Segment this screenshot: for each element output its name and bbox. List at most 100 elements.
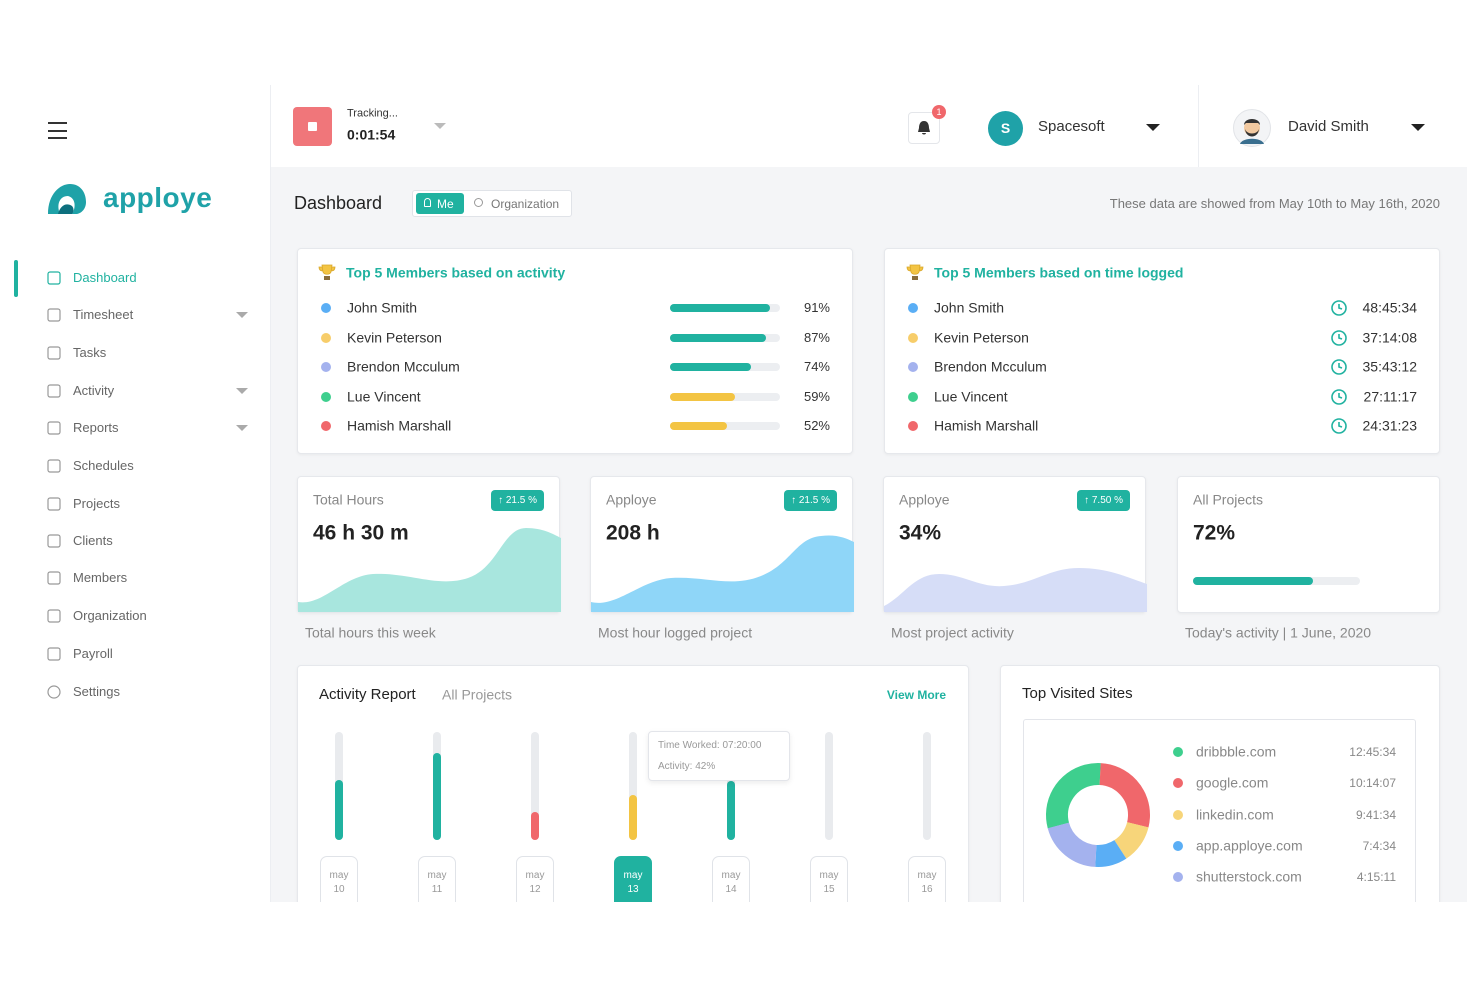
bar-track (531, 732, 539, 840)
clock-hands (1338, 392, 1343, 399)
day-month: may (819, 870, 839, 881)
stat-card-value: 72% (1193, 521, 1236, 545)
trophy-cup (318, 264, 336, 275)
menu-icon (47, 685, 61, 699)
day-number: 14 (725, 884, 737, 895)
trend-badge: ↑ 7.50 % (1077, 490, 1130, 511)
member-activity-percent: 52% (803, 418, 830, 434)
stat-card-title: Apploye (899, 491, 950, 508)
logo-shape (48, 184, 86, 214)
site-dot (1173, 778, 1183, 789)
menu-item[interactable]: Schedules (73, 458, 134, 474)
site-dot (1173, 872, 1183, 883)
bar-track (825, 732, 833, 840)
top-activity-card (297, 248, 853, 454)
day-month: may (427, 870, 447, 881)
clock-icon (1331, 329, 1347, 346)
sidebar-divider (270, 85, 271, 902)
active-indicator (14, 260, 18, 297)
dropdown-caret[interactable] (1146, 123, 1160, 131)
menu-item[interactable]: Timesheet (73, 307, 134, 323)
menu-item[interactable]: Dashboard (73, 270, 137, 286)
menu-item[interactable]: Activity (73, 383, 115, 399)
donut-chart (1046, 763, 1150, 867)
clock-face (1331, 388, 1347, 405)
site-name: linkedin.com (1196, 806, 1274, 823)
clock-icon (1331, 388, 1347, 405)
page-title: Dashboard (294, 193, 383, 214)
user-name[interactable]: David Smith (1288, 118, 1369, 135)
menu-button[interactable] (48, 122, 67, 139)
dropdown-caret[interactable] (236, 388, 248, 394)
member-activity-percent: 59% (803, 388, 830, 404)
menu-item[interactable]: Organization (73, 608, 147, 624)
menu-item[interactable]: Projects (73, 496, 120, 512)
member-name: Hamish Marshall (347, 417, 452, 434)
stat-card-title: Total Hours (313, 491, 384, 508)
stat-card-title: All Projects (1193, 491, 1264, 508)
trophy-cup (906, 264, 924, 275)
day-label[interactable] (712, 856, 750, 902)
member-name: John Smith (347, 299, 418, 316)
day-label[interactable] (320, 856, 358, 902)
toggle-organization[interactable]: Organization (491, 196, 560, 211)
org-avatar: S (988, 111, 1023, 146)
app: apploye Dashboard Timesheet Tasks Activity Re… (14, 85, 1467, 902)
menu-icon (47, 647, 61, 661)
menu-item[interactable]: Reports (73, 420, 119, 436)
day-month: may (525, 870, 545, 881)
member-dot (908, 391, 918, 402)
toggle-me-label: Me (437, 196, 454, 211)
menu-item[interactable]: Tasks (73, 345, 107, 361)
menu-icon (47, 609, 61, 623)
menu-icon-shape (47, 308, 61, 322)
day-label[interactable] (418, 856, 456, 902)
site-name: dribbble.com (1196, 743, 1277, 760)
org-name[interactable]: Spacesoft (1038, 118, 1105, 135)
card-area-chart (298, 528, 561, 612)
stat-card (1177, 476, 1440, 613)
tooltip (648, 731, 790, 781)
view-more-link[interactable]: View More (886, 687, 946, 702)
avatar-hair (1244, 119, 1260, 125)
date-range: These data are showed from May 10th to M… (1109, 196, 1440, 212)
menu-item[interactable]: Clients (73, 533, 113, 549)
member-activity-percent: 91% (803, 300, 830, 316)
menu-icon-shape (47, 346, 61, 360)
day-number: 12 (529, 884, 541, 895)
dropdown-caret[interactable] (236, 312, 248, 318)
dropdown-caret[interactable] (1411, 123, 1425, 131)
stat-card-value: 46 h 30 m (313, 521, 409, 545)
activity-bar (629, 794, 637, 840)
progress-fill (1193, 577, 1314, 585)
menu-item[interactable]: Payroll (73, 646, 113, 662)
member-name: Lue Vincent (934, 388, 1008, 405)
menu-icon (47, 308, 61, 322)
stat-card-caption: Total hours this week (305, 624, 436, 641)
site-dot (1173, 840, 1183, 851)
site-dot (1173, 747, 1183, 757)
tracking-label: Tracking... (347, 107, 398, 120)
stat-card-value: 34% (899, 521, 942, 545)
menu-item[interactable]: Members (73, 570, 128, 586)
menu-icon (47, 271, 61, 285)
stat-card-caption: Today's activity | 1 June, 2020 (1185, 624, 1372, 641)
progress-fill (670, 363, 752, 371)
day-label[interactable] (614, 856, 652, 902)
progress-fill (670, 304, 771, 312)
day-label[interactable] (908, 856, 946, 902)
dropdown-caret[interactable] (434, 123, 446, 129)
clock-face (1331, 418, 1347, 434)
member-name: John Smith (934, 299, 1005, 316)
dropdown-caret[interactable] (236, 425, 248, 431)
member-name: Brendon Mcculum (347, 358, 460, 375)
member-dot (908, 332, 918, 343)
toggle-me-icon (424, 198, 431, 207)
menu-item[interactable]: Settings (73, 684, 120, 700)
day-label[interactable] (810, 856, 848, 902)
bar-track (923, 732, 931, 840)
day-label[interactable] (516, 856, 554, 902)
site-time: 7:4:34 (1362, 838, 1396, 853)
member-time: 27:11:17 (1363, 388, 1417, 405)
activity-bar (335, 779, 343, 840)
